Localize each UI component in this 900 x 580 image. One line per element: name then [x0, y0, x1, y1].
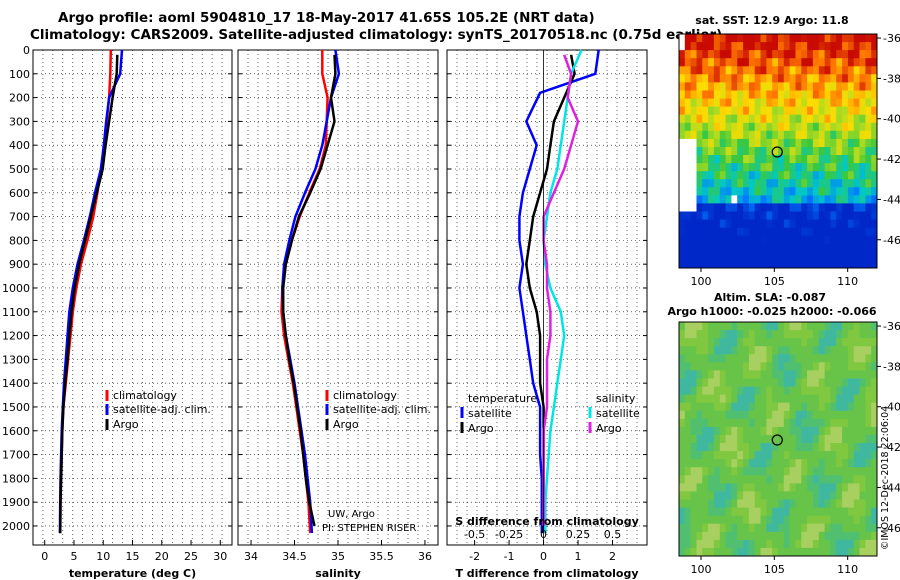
x-tick-label: -2 [469, 550, 480, 563]
x-axis-label: temperature (deg C) [69, 567, 196, 580]
x-tick-label: 34 [244, 550, 258, 563]
map-lon-label: 100 [691, 563, 712, 576]
legend-title-salinity: salinity [596, 392, 636, 405]
map-lat-label: -42 [883, 441, 900, 454]
x-tick-label: 2 [609, 550, 616, 563]
map-lat-label: -36 [883, 32, 900, 45]
map-lon-label: 110 [837, 275, 858, 288]
x-tick-label: 34.5 [282, 550, 307, 563]
y-tick-label: 1500 [2, 401, 30, 414]
y-tick-label: 100 [9, 68, 30, 81]
map-lon-label: 110 [837, 563, 858, 576]
x-tick-label: 20 [155, 550, 169, 563]
map-lat-label: -40 [883, 113, 900, 126]
y-tick-label: 1800 [2, 472, 30, 485]
x-tick-label: 1 [575, 550, 582, 563]
map-lat-label: -46 [883, 234, 900, 247]
map-lat-label: -38 [883, 360, 900, 373]
x-tick-label: 36 [418, 550, 432, 563]
map-lat-label: -44 [883, 193, 900, 206]
map-lat-label: -36 [883, 320, 900, 333]
legend-label: Argo [468, 422, 494, 435]
map-lat-label: -38 [883, 72, 900, 85]
s-tick-label: 0.25 [566, 528, 591, 541]
x-tick-label: 35.5 [369, 550, 394, 563]
series-line-salinity-satellite [542, 49, 583, 534]
y-tick-label: 800 [9, 234, 30, 247]
series-line-temperature-satellite [518, 49, 600, 534]
x-tick-label: 15 [126, 550, 140, 563]
plot-title-line1: Argo profile: aoml 5904810_17 18-May-201… [58, 10, 595, 26]
s-tick-label: -0.5 [464, 528, 485, 541]
legend-label: Argo [113, 418, 139, 431]
map-lat-label: -46 [883, 522, 900, 535]
x-tick-label: -1 [504, 550, 515, 563]
x-axis-label: T difference from climatology [455, 567, 638, 580]
imos-credit: ©IMOS 12-Dec-2018 22:06:04 [880, 405, 891, 550]
x-tick-label: 10 [96, 550, 110, 563]
y-tick-label: 300 [9, 115, 30, 128]
y-tick-label: 700 [9, 211, 30, 224]
y-tick-label: 400 [9, 139, 30, 152]
s-tick-label: 0 [540, 528, 547, 541]
y-tick-label: 900 [9, 258, 30, 271]
y-tick-label: 1600 [2, 425, 30, 438]
y-tick-label: 1000 [2, 282, 30, 295]
map-lon-label: 105 [764, 275, 785, 288]
y-tick-label: 200 [9, 92, 30, 105]
sla-map-subtitle: Argo h1000: -0.025 h2000: -0.066 [667, 305, 876, 318]
legend-label: climatology [333, 389, 397, 402]
x-tick-label: 0 [41, 550, 48, 563]
x-axis-label: salinity [315, 567, 361, 580]
x-tick-label: 5 [70, 550, 77, 563]
map-lon-label: 105 [764, 563, 785, 576]
y-tick-label: 1200 [2, 330, 30, 343]
legend-label: satellite-adj. clim. [333, 403, 431, 416]
x-tick-label: 0 [540, 550, 547, 563]
x-tick-label: 30 [213, 550, 227, 563]
y-tick-label: 1100 [2, 306, 30, 319]
plot-title-line2: Climatology: CARS2009. Satellite-adjuste… [30, 27, 723, 43]
y-tick-label: 500 [9, 163, 30, 176]
legend-label: Argo [596, 422, 622, 435]
y-tick-label: 600 [9, 187, 30, 200]
y-tick-label: 2000 [2, 520, 30, 533]
y-tick-label: 1900 [2, 496, 30, 509]
annotation-uw-argo: UW, Argo [328, 509, 375, 520]
map-1 [679, 34, 878, 269]
s-tick-label: -0.25 [495, 528, 523, 541]
argo-position-marker [771, 434, 783, 446]
series-line-argo [281, 54, 337, 527]
series-line-argo [58, 54, 119, 534]
map-lat-label: -40 [883, 401, 900, 414]
map-lat-label: -42 [883, 153, 900, 166]
legend-label: Argo [333, 418, 359, 431]
y-tick-label: 1400 [2, 377, 30, 390]
s-tick-label: 0.5 [604, 528, 622, 541]
legend-label: satellite [596, 407, 640, 420]
s-axis-label: S difference from climatology [455, 515, 639, 528]
y-tick-label: 1700 [2, 449, 30, 462]
sla-map-title: Altim. SLA: -0.087 [714, 291, 826, 304]
annotation-pi: PI: STEPHEN RISER [322, 523, 416, 534]
y-tick-label: 0 [23, 44, 30, 57]
map-frame [678, 33, 878, 269]
sst-map-title: sat. SST: 12.9 Argo: 11.8 [695, 14, 848, 27]
y-tick-label: 1300 [2, 353, 30, 366]
map-lat-label: -44 [883, 481, 900, 494]
map-2 [679, 322, 878, 557]
x-tick-label: 35 [331, 550, 345, 563]
legend-label: climatology [113, 389, 177, 402]
legend-label: satellite-adj. clim. [113, 403, 211, 416]
map-frame [678, 321, 878, 557]
map-lon-label: 100 [691, 275, 712, 288]
x-tick-label: 25 [184, 550, 198, 563]
legend-label: satellite [468, 407, 512, 420]
argo-position-marker [771, 146, 783, 158]
legend-title-temperature: temperature [468, 392, 537, 405]
